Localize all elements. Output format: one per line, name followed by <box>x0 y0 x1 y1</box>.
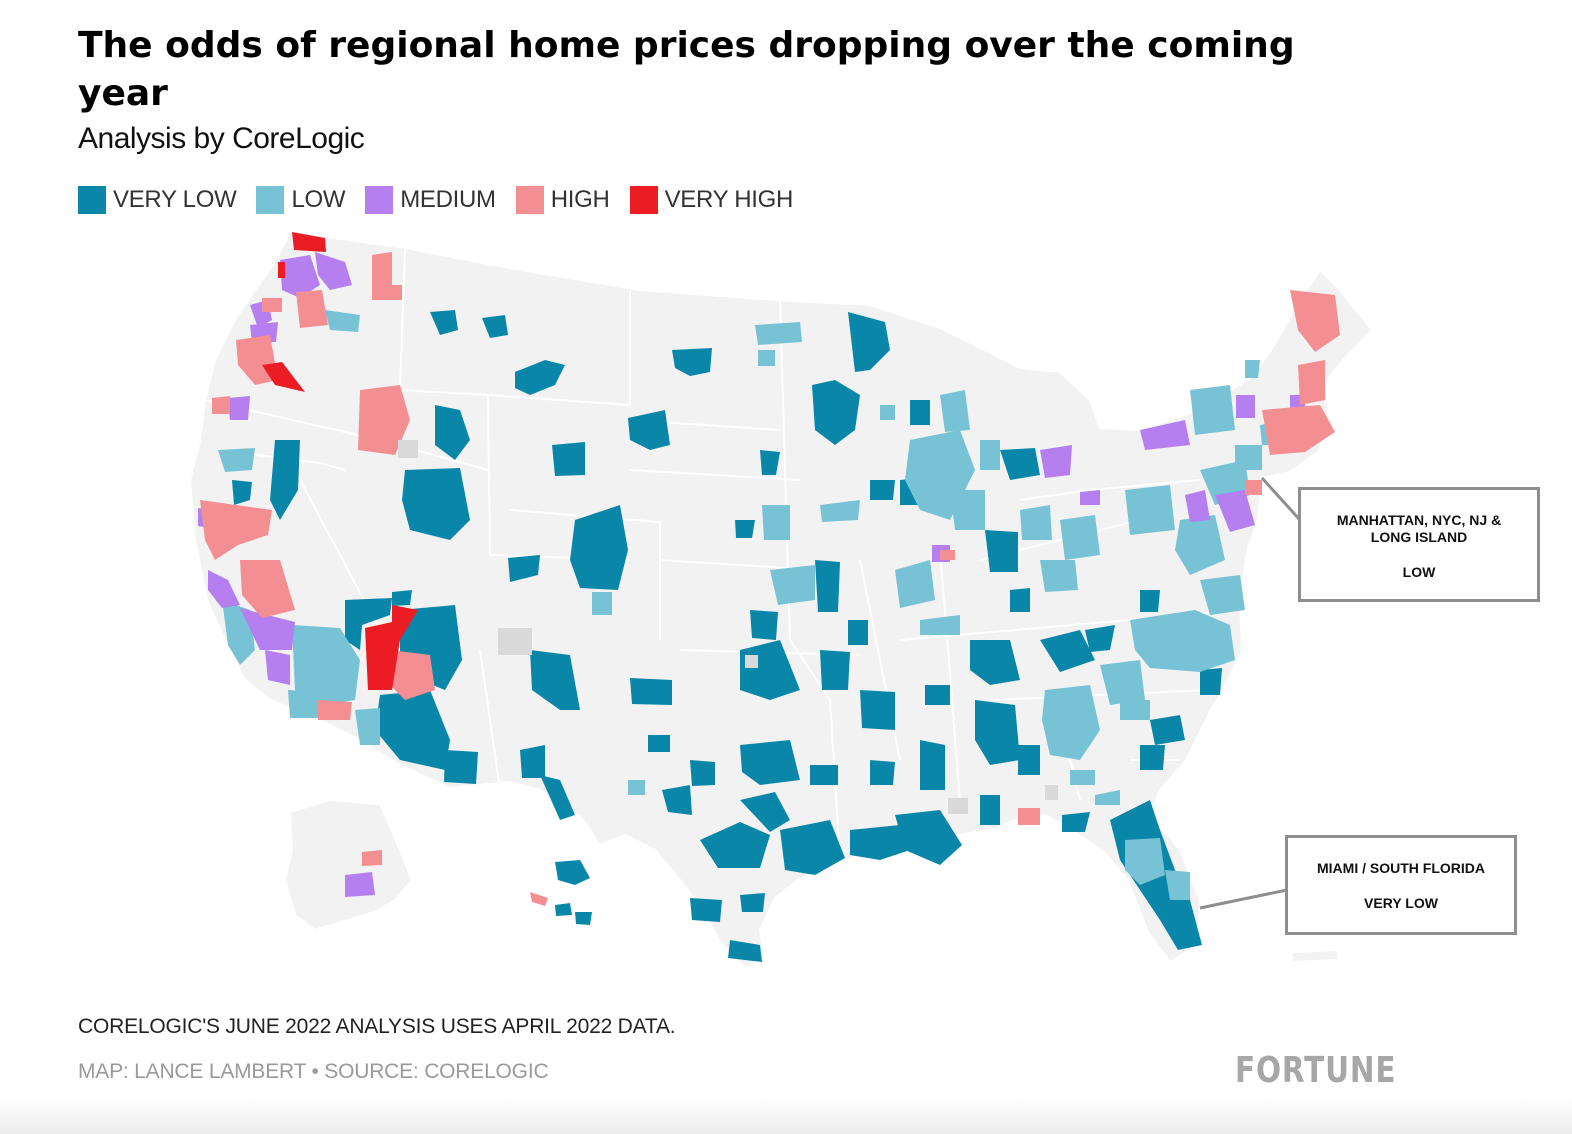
puerto-rico <box>1291 948 1339 964</box>
legend: VERY LOW LOW MEDIUM HIGH VERY HIGH <box>78 184 813 216</box>
legend-item-very-high: VERY HIGH <box>629 186 794 214</box>
legend-swatch-medium <box>365 186 394 214</box>
bottom-fade <box>0 1098 1572 1134</box>
legend-item-high: HIGH <box>515 186 610 214</box>
callout-nyc: MANHATTAN, NYC, NJ & LONG ISLAND LOW <box>1298 487 1540 602</box>
legend-swatch-low <box>256 186 285 214</box>
callout-miami-region: MIAMI / SOUTH FLORIDA <box>1317 860 1485 876</box>
metros-medium <box>198 252 1305 897</box>
metros-low <box>218 310 1290 900</box>
legend-label-very-high: VERY HIGH <box>664 186 794 213</box>
callout-nyc-region: MANHATTAN, NYC, NJ & LONG ISLAND <box>1336 512 1502 545</box>
legend-swatch-high <box>515 186 544 214</box>
source-credit: MAP: LANCE LAMBERT • SOURCE: CORELOGIC <box>78 1060 549 1083</box>
chart-subtitle: Analysis by CoreLogic <box>78 122 365 155</box>
legend-item-low: LOW <box>256 186 346 214</box>
us-metro-risk-map <box>188 230 1374 970</box>
callout-miami: MIAMI / SOUTH FLORIDA VERY LOW <box>1285 835 1517 935</box>
callout-nyc-risk: LOW <box>1402 564 1436 580</box>
legend-label-low: LOW <box>291 186 346 213</box>
legend-label-high: HIGH <box>550 186 610 213</box>
data-note: CORELOGIC'S JUNE 2022 ANALYSIS USES APRI… <box>78 1015 676 1038</box>
legend-swatch-very-high <box>629 186 658 214</box>
chart-title: The odds of regional home prices droppin… <box>78 25 1295 114</box>
legend-item-very-low: VERY LOW <box>78 186 237 214</box>
hawaii <box>555 903 592 925</box>
metros-very-low <box>232 310 1222 962</box>
legend-swatch-very-low <box>78 186 106 214</box>
metros-very-high <box>262 232 418 690</box>
legend-item-medium: MEDIUM <box>365 186 496 214</box>
metros-high <box>200 252 1340 906</box>
legend-label-medium: MEDIUM <box>400 186 496 213</box>
fortune-logo: FORTUNE <box>1235 1050 1397 1091</box>
metros-no-data <box>398 440 1058 814</box>
leader-nyc <box>1260 476 1302 522</box>
callout-miami-risk: VERY LOW <box>1364 895 1438 911</box>
legend-label-very-low: VERY LOW <box>113 186 237 213</box>
alaska <box>283 798 414 932</box>
leader-miami <box>1199 888 1288 910</box>
callout-leaders <box>1199 476 1302 910</box>
